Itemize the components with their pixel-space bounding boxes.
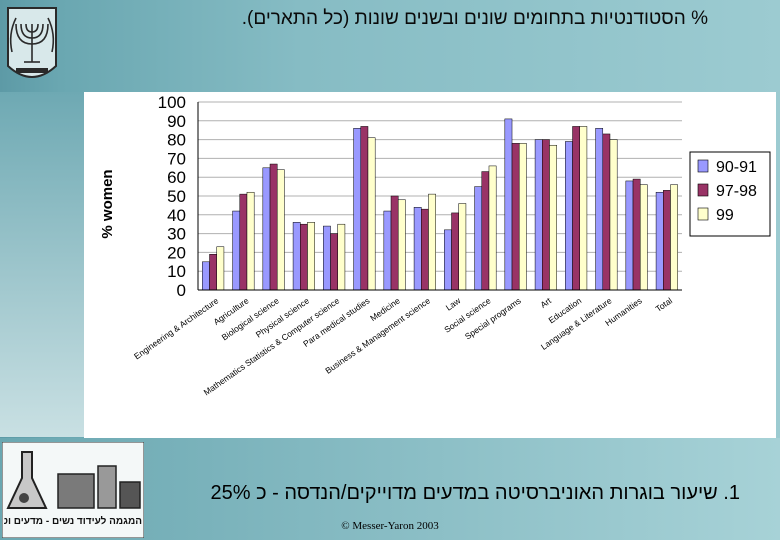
bullet-point-text: 1. שיעור בוגרות האוניברסיטה במדעים מדויי… <box>210 482 740 504</box>
bar-90-91-5 <box>353 128 362 291</box>
y-tick-label: 60 <box>167 168 186 187</box>
bar-99-2 <box>276 169 285 291</box>
bar-99-6 <box>397 199 406 291</box>
y-tick-label: 50 <box>167 187 186 206</box>
bar-90-91-1 <box>232 210 241 291</box>
bar-97-98-11 <box>542 139 550 291</box>
legend-swatch <box>697 183 709 197</box>
bar-99-1 <box>246 191 255 291</box>
bar-90-91-13 <box>595 128 604 291</box>
chart-axes <box>197 102 682 291</box>
y-tick-label: 40 <box>167 206 186 225</box>
state-emblem-icon <box>7 7 57 78</box>
x-tick-labels: Engineering & ArchitectureAgricultureBio… <box>132 295 674 397</box>
bar-97-98-3 <box>300 223 308 291</box>
y-tick-label: 90 <box>167 112 186 131</box>
bar-97-98-1 <box>239 193 248 291</box>
bar-99-3 <box>307 222 315 291</box>
legend-label: 97-98 <box>716 183 757 200</box>
bar-90-91-11 <box>534 139 543 291</box>
bar-99-7 <box>428 193 436 291</box>
y-axis-label: % women <box>99 169 116 238</box>
chart-legend: 90-91 97-98 99 <box>689 151 771 237</box>
x-tick-label: Engineering & Architecture <box>132 295 220 361</box>
bar-97-98-9 <box>481 171 490 291</box>
legend-swatch <box>697 159 709 173</box>
bar-99-5 <box>367 137 376 291</box>
legend-label: 99 <box>716 207 734 224</box>
bar-90-91-9 <box>474 186 483 291</box>
bar-99-8 <box>458 203 467 291</box>
legend-label: 90-91 <box>716 159 757 176</box>
y-tick-label: 0 <box>177 281 186 300</box>
x-tick-label: Law <box>444 295 463 313</box>
bar-90-91-12 <box>565 141 573 291</box>
y-tick-label: 30 <box>167 225 186 244</box>
bar-97-98-7 <box>421 208 429 291</box>
bar-99-13 <box>609 139 618 291</box>
x-tick-label: Special programs <box>463 295 523 341</box>
x-tick-label: Art <box>538 295 553 310</box>
x-tick-label: Total <box>654 295 675 314</box>
bar-99-9 <box>488 165 497 291</box>
y-tick-label: 70 <box>167 149 186 168</box>
bar-99-15 <box>670 184 678 291</box>
bar-90-91-8 <box>444 229 452 291</box>
legend-swatch <box>697 207 709 221</box>
bar-90-91-15 <box>655 191 664 291</box>
y-tick-label: 10 <box>167 262 186 281</box>
chart-area: 0 10 20 30 40 50 60 70 80 90 100 Engineering & Arc… <box>84 92 776 438</box>
bar-99-10 <box>518 143 527 291</box>
bar-97-98-14 <box>632 178 641 291</box>
bar-99-14 <box>639 184 648 291</box>
bar-90-91-3 <box>292 222 301 291</box>
copyright-footer: © Messer-Yaron 2003 <box>341 520 439 532</box>
bar-90-91-10 <box>504 118 513 291</box>
bar-97-98-2 <box>269 163 278 291</box>
bar-97-98-4 <box>330 233 338 291</box>
y-tick-label: 100 <box>158 93 186 112</box>
y-tick-label: 20 <box>167 243 186 262</box>
bar-99-12 <box>579 126 588 291</box>
bar-90-91-14 <box>625 180 634 291</box>
bar-90-91-6 <box>383 210 392 291</box>
bar-90-91-2 <box>262 167 271 291</box>
bar-90-91-0 <box>202 261 210 291</box>
bar-97-98-15 <box>663 190 671 291</box>
bar-97-98-10 <box>511 143 520 291</box>
bar-97-98-0 <box>209 254 217 291</box>
bar-97-98-8 <box>451 212 459 291</box>
bar-97-98-5 <box>360 126 369 291</box>
bar-90-91-4 <box>323 225 331 291</box>
bar-marks <box>202 118 678 291</box>
bar-97-98-12 <box>572 126 580 291</box>
left-decorative-bar <box>0 92 84 437</box>
bar-97-98-6 <box>390 195 399 291</box>
slide-title: % הסטודנטיות בתחומים שונים ובשנים שונות … <box>241 8 708 29</box>
y-tick-label: 80 <box>167 131 186 150</box>
bar-97-98-13 <box>602 133 611 291</box>
bar-99-0 <box>216 246 225 291</box>
bar-90-91-7 <box>413 207 422 291</box>
lab-flask-logo-icon <box>2 442 144 538</box>
bar-99-4 <box>337 223 346 291</box>
logo-caption: המגמה לעידוד נשים - מדעים וטכנולוגיה <box>4 516 142 527</box>
bar-99-11 <box>549 144 557 291</box>
